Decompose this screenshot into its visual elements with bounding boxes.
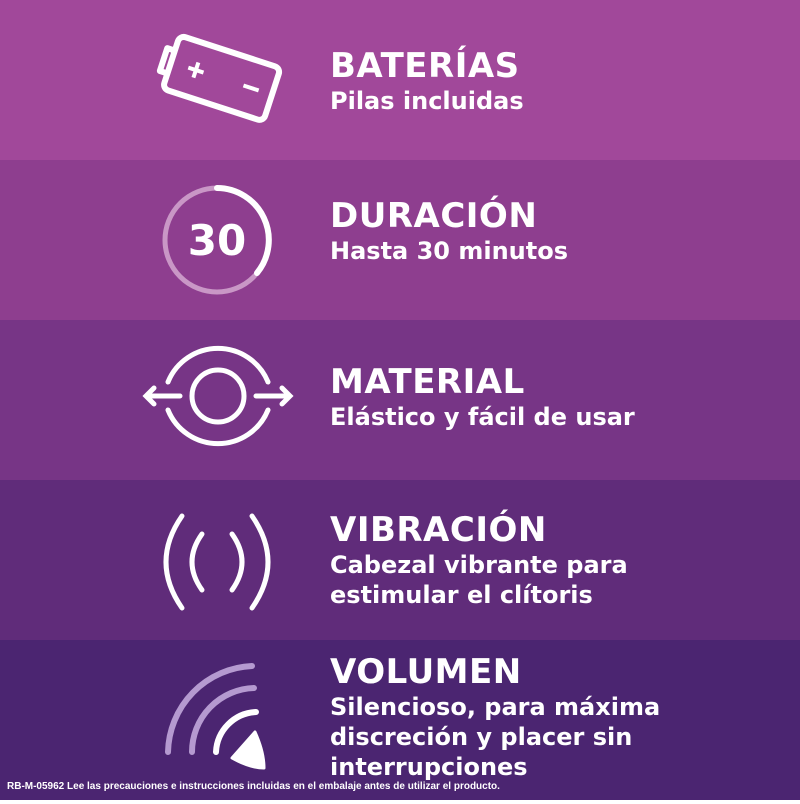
feature-desc: discreción y placer sin: [330, 723, 633, 751]
timer-30-icon: 30: [140, 160, 300, 320]
battery-icon: [140, 0, 300, 160]
feature-desc: Hasta 30 minutos: [330, 237, 568, 265]
vibration-icon: [140, 480, 300, 640]
feature-vibration: VIBRACIÓN Cabezal vibrante para estimula…: [0, 480, 800, 640]
speaker-volume-icon: [140, 640, 300, 800]
feature-desc: Silencioso, para máxima: [330, 693, 661, 721]
feature-desc: Cabezal vibrante para: [330, 551, 628, 579]
feature-duration: 30 DURACIÓN Hasta 30 minutos: [0, 160, 800, 320]
feature-title: VOLUMEN: [330, 652, 522, 692]
feature-title: MATERIAL: [330, 362, 525, 402]
feature-title: BATERÍAS: [330, 46, 520, 86]
feature-desc: Pilas incluidas: [330, 87, 524, 115]
feature-desc: interrupciones: [330, 753, 528, 781]
feature-material: MATERIAL Elástico y fácil de usar: [0, 320, 800, 480]
feature-desc: estimular el clítoris: [330, 581, 593, 609]
footer-disclaimer: RB-M-05962 Lee las precauciones e instru…: [7, 781, 500, 792]
feature-title: VIBRACIÓN: [330, 510, 547, 550]
timer-number: 30: [188, 216, 246, 265]
feature-batteries: BATERÍAS Pilas incluidas: [0, 0, 800, 160]
stretch-ring-icon: [140, 320, 300, 480]
feature-desc: Elástico y fácil de usar: [330, 403, 635, 431]
feature-title: DURACIÓN: [330, 196, 538, 236]
feature-volume: VOLUMEN Silencioso, para máxima discreci…: [0, 640, 800, 800]
